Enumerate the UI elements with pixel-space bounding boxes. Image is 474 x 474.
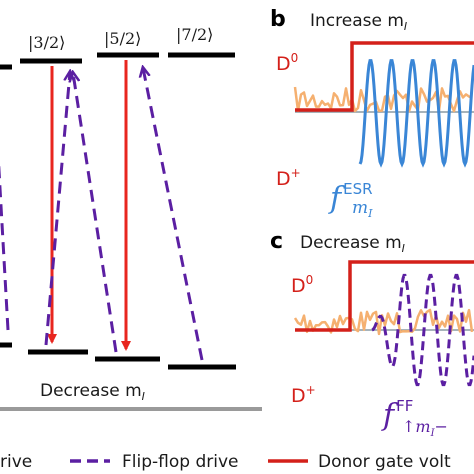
panel-b-gate-voltage <box>295 41 474 112</box>
legend: rive Flip-flop drive Donor gate volt <box>0 452 451 472</box>
panel-c-letter: c <box>270 229 283 254</box>
panel-c-ff-wave <box>371 273 474 387</box>
panel-a: |3/2⟩ |5/2⟩ |7/2⟩ Decrease mI <box>0 25 262 411</box>
panel-c-gate-voltage <box>295 260 474 332</box>
legend-item-flipflop-label: Flip-flop drive <box>122 452 238 472</box>
ket-3-2: |3/2⟩ <box>28 33 65 52</box>
flipflop-arrow-3-2 <box>44 72 70 346</box>
panel-c-f-sub: ↑mI− <box>402 417 448 439</box>
flipflop-arrow-left-partial <box>0 161 10 331</box>
panel-b-noise-trace <box>293 86 473 113</box>
flipflop-arrow-5-2 <box>73 73 118 353</box>
decrease-label-a: Decrease mI <box>40 381 145 403</box>
panel-c-d0: D0 <box>291 273 313 297</box>
panel-b-d0: D0 <box>276 51 298 75</box>
panel-b: b Increase mI D0 D+ f ESR mI <box>270 7 474 220</box>
flipflop-arrow-7-2 <box>143 68 204 361</box>
ket-5-2: |5/2⟩ <box>104 29 141 48</box>
panel-b-letter: b <box>270 7 286 32</box>
panel-b-esr-wave <box>358 59 474 168</box>
panel-b-f-sub: mI <box>352 198 373 220</box>
panel-c-dplus: D+ <box>291 383 316 407</box>
panel-b-dplus: D+ <box>276 166 301 190</box>
panel-b-title: Increase mI <box>310 11 407 33</box>
panel-c-title: Decrease mI <box>300 233 405 255</box>
legend-item-gate-label: Donor gate volt <box>318 452 451 472</box>
legend-item-esr-label: rive <box>0 452 32 472</box>
panel-c: c Decrease mI D0 D+ f FF ↑mI− <box>270 229 474 439</box>
ket-7-2: |7/2⟩ <box>176 25 213 44</box>
